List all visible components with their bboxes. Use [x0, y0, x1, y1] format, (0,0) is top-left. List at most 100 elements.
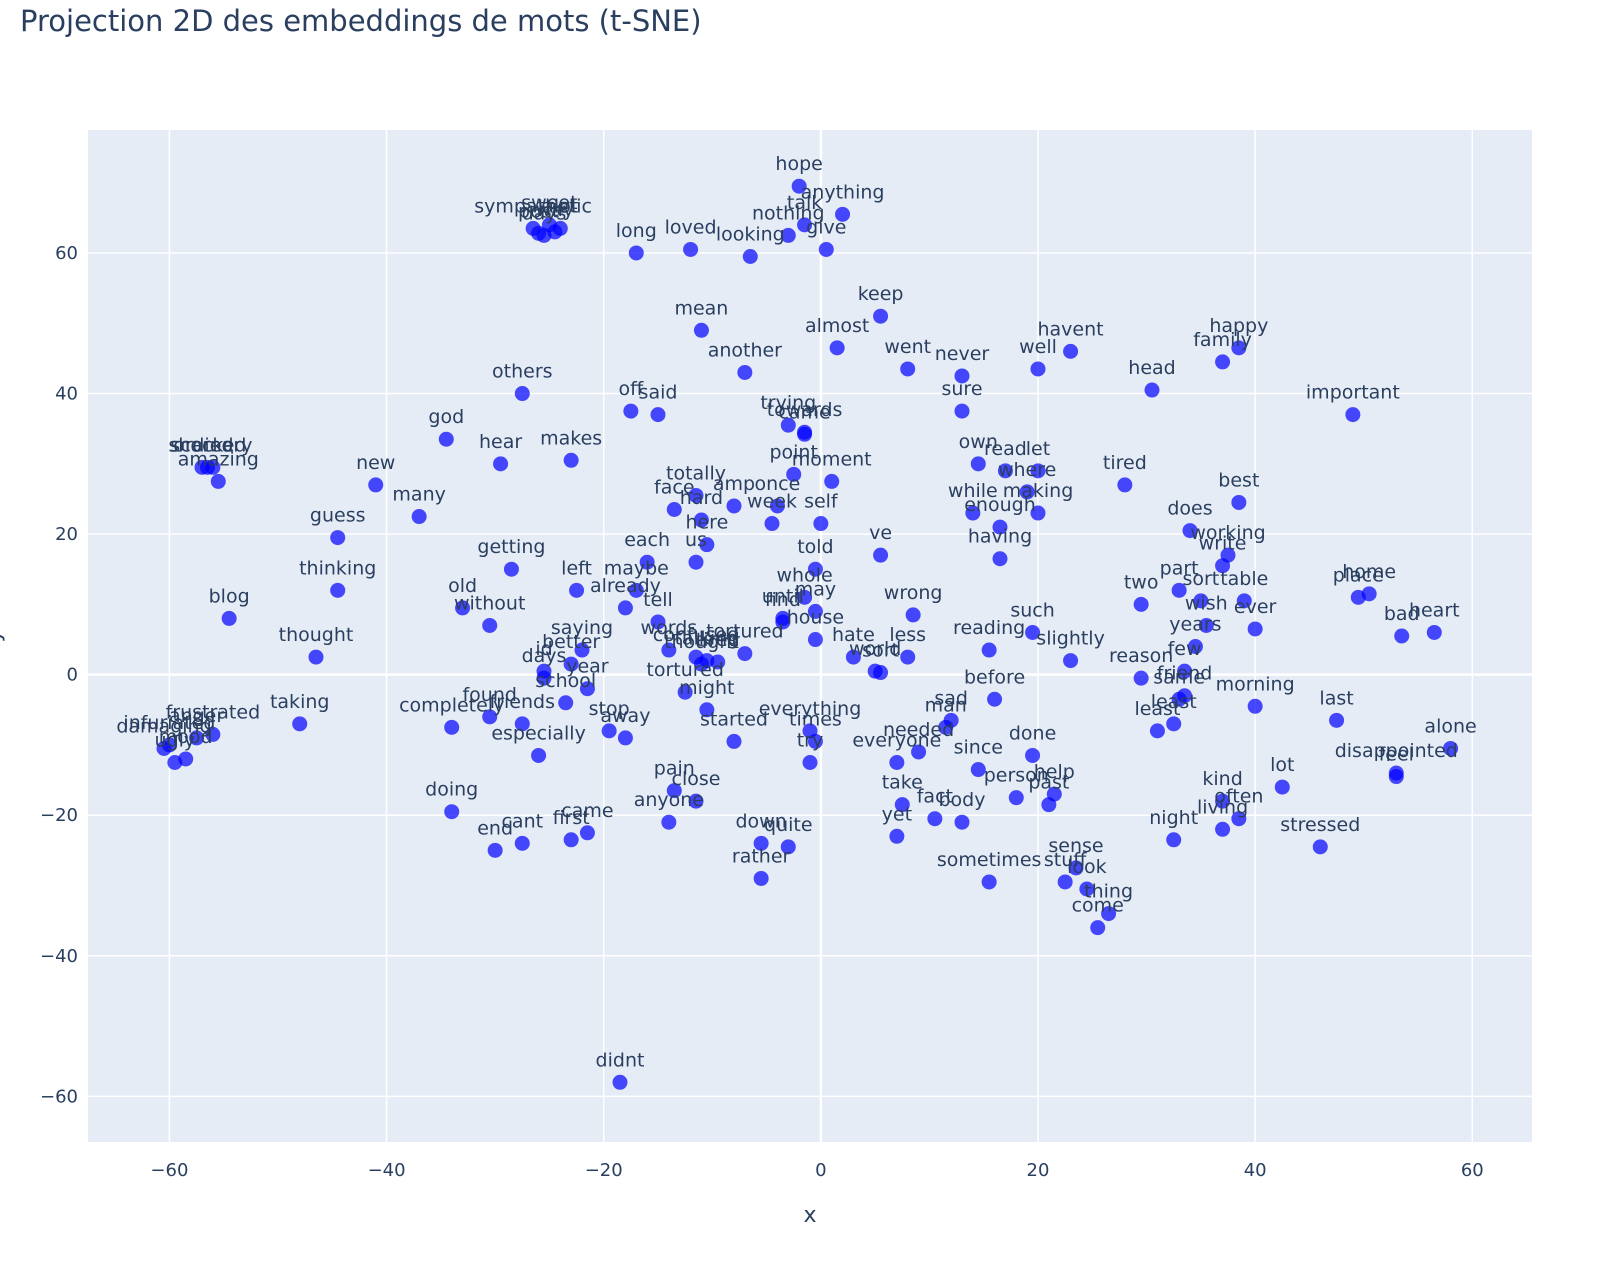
data-point: [997, 463, 1013, 479]
point-label: living: [1197, 796, 1248, 818]
point-label: everything: [759, 698, 862, 720]
data-point: [292, 716, 308, 732]
point-label: house: [787, 607, 844, 629]
point-label: blog: [209, 585, 250, 607]
data-point: [807, 561, 823, 577]
point-label: read: [984, 438, 1027, 460]
data-point: [558, 695, 574, 711]
grid-lines: [88, 130, 1532, 1142]
data-point: [786, 466, 802, 482]
data-point: [1182, 523, 1198, 539]
point-label: end: [477, 817, 513, 839]
point-label: went: [884, 336, 931, 358]
point-label: pain: [654, 758, 695, 780]
point-label: once: [755, 473, 801, 495]
data-point: [1177, 663, 1193, 679]
data-point: [482, 709, 498, 725]
point-label: mood: [159, 726, 213, 748]
point-label: school: [535, 670, 596, 692]
data-point: [1312, 839, 1328, 855]
point-label: rather: [732, 845, 791, 867]
x-tick-label: −60: [150, 1160, 188, 1181]
data-point: [780, 417, 796, 433]
data-point: [1166, 832, 1182, 848]
point-label: stuff: [1044, 849, 1087, 871]
data-point: [835, 206, 851, 222]
point-label: mean: [674, 297, 728, 319]
point-label: shocked: [168, 434, 246, 456]
point-label: stop: [589, 698, 630, 720]
point-label: having: [968, 526, 1032, 548]
point-label: sweet: [521, 192, 577, 214]
data-point: [628, 245, 644, 261]
data-point: [563, 656, 579, 672]
point-label: own: [959, 431, 998, 453]
point-label: kind: [1202, 768, 1242, 790]
data-point: [742, 249, 758, 264]
y-tick-label: −60: [40, 1086, 78, 1107]
data-point: [612, 1074, 628, 1090]
point-label: almost: [805, 315, 869, 337]
point-label: anyone: [634, 789, 704, 811]
point-label: guess: [310, 505, 366, 527]
point-label: sure: [941, 378, 982, 400]
point-label: best: [1218, 469, 1259, 491]
point-label: bad: [1384, 603, 1420, 625]
point-label: quite: [764, 814, 813, 836]
data-point: [769, 498, 785, 514]
data-point: [699, 537, 715, 553]
point-label: done: [1009, 722, 1056, 744]
data-point: [639, 554, 655, 570]
data-point: [574, 642, 590, 658]
data-point: [1426, 624, 1442, 640]
data-point: [873, 665, 889, 681]
point-label: confused: [653, 624, 740, 646]
point-label: lot: [1270, 754, 1294, 776]
point-label: times: [789, 708, 842, 730]
data-point: [1144, 382, 1160, 398]
point-label: friends: [490, 691, 555, 713]
data-point: [1171, 691, 1187, 707]
data-point: [221, 610, 237, 626]
data-point: [1008, 790, 1024, 806]
point-label: everyone: [852, 730, 941, 752]
point-label: scared: [170, 434, 233, 456]
data-point: [683, 241, 699, 257]
point-label: family: [1193, 329, 1252, 351]
data-point: [710, 654, 726, 670]
data-point: [807, 603, 823, 619]
y-tick-label: −40: [40, 946, 78, 967]
point-label: alot: [542, 195, 578, 217]
data-point: [699, 702, 715, 718]
data-point: [775, 614, 791, 630]
point-label: body: [939, 789, 986, 811]
data-point: [900, 361, 916, 377]
point-label: new: [356, 452, 395, 474]
point-label: taking: [270, 691, 329, 713]
data-point: [1247, 621, 1263, 637]
point-label: place: [1333, 564, 1384, 586]
data-point: [992, 551, 1008, 567]
point-label: while: [948, 480, 998, 502]
y-tick-label: 0: [67, 665, 78, 686]
point-label: said: [639, 382, 678, 404]
point-label: sometimes: [937, 849, 1042, 871]
point-label: came: [778, 401, 830, 423]
point-label: keep: [858, 283, 904, 305]
data-point: [737, 646, 753, 662]
point-label: tell: [643, 589, 673, 611]
data-point: [487, 842, 503, 858]
data-point: [780, 839, 796, 855]
data-point: [617, 600, 633, 616]
data-point: [161, 737, 177, 753]
point-label: reason: [1109, 645, 1173, 667]
data-point: [1149, 723, 1165, 739]
point-label: disappointed: [1335, 740, 1458, 762]
point-label: least: [1151, 691, 1197, 713]
point-label: years: [1169, 614, 1221, 636]
data-point: [764, 516, 780, 532]
data-point: [693, 512, 709, 528]
point-label: face: [654, 477, 694, 499]
point-label: heart: [1409, 599, 1460, 621]
